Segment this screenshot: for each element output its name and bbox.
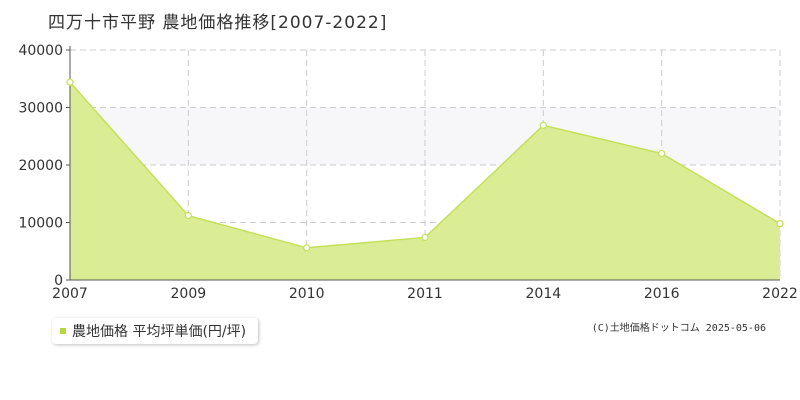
x-tick-label: 2009 bbox=[171, 286, 207, 302]
data-point bbox=[303, 244, 311, 252]
data-point bbox=[66, 78, 74, 86]
y-tick-label: 0 bbox=[54, 273, 63, 289]
y-tick-label: 20000 bbox=[18, 158, 63, 174]
chart-plot: 0 10000 20000 30000 40000 2007 2009 2010 2011 201… bbox=[18, 43, 797, 302]
x-tick-label: 2022 bbox=[762, 286, 798, 302]
data-points bbox=[66, 78, 784, 252]
legend: 農地価格 平均坪単価(円/坪) bbox=[52, 318, 259, 344]
data-point bbox=[184, 212, 192, 220]
y-tick-label: 40000 bbox=[18, 43, 63, 59]
y-tick-label: 30000 bbox=[18, 101, 63, 117]
data-point bbox=[658, 149, 666, 158]
series-area-fill bbox=[70, 82, 780, 280]
x-tick-label: 2016 bbox=[644, 286, 680, 302]
x-tick-label: 2010 bbox=[289, 286, 325, 302]
data-point bbox=[421, 233, 429, 242]
tick-labels: 0 10000 20000 30000 40000 2007 2009 2010 2011 201… bbox=[18, 43, 797, 302]
data-point bbox=[776, 220, 784, 228]
x-tick-label: 2014 bbox=[526, 286, 562, 302]
legend-label: 農地価格 平均坪単価(円/坪) bbox=[72, 324, 247, 340]
legend-marker-icon bbox=[60, 328, 66, 334]
data-point bbox=[539, 121, 547, 129]
credit-text: (C)土地価格ドットコム 2025-05-06 bbox=[591, 323, 766, 334]
chart-title: 四万十市平野 農地価格推移[2007-2022] bbox=[48, 13, 388, 33]
x-tick-label: 2007 bbox=[52, 286, 88, 302]
plot-band-shading bbox=[70, 107, 780, 165]
x-tick-label: 2011 bbox=[407, 286, 443, 302]
y-tick-label: 10000 bbox=[18, 216, 63, 232]
